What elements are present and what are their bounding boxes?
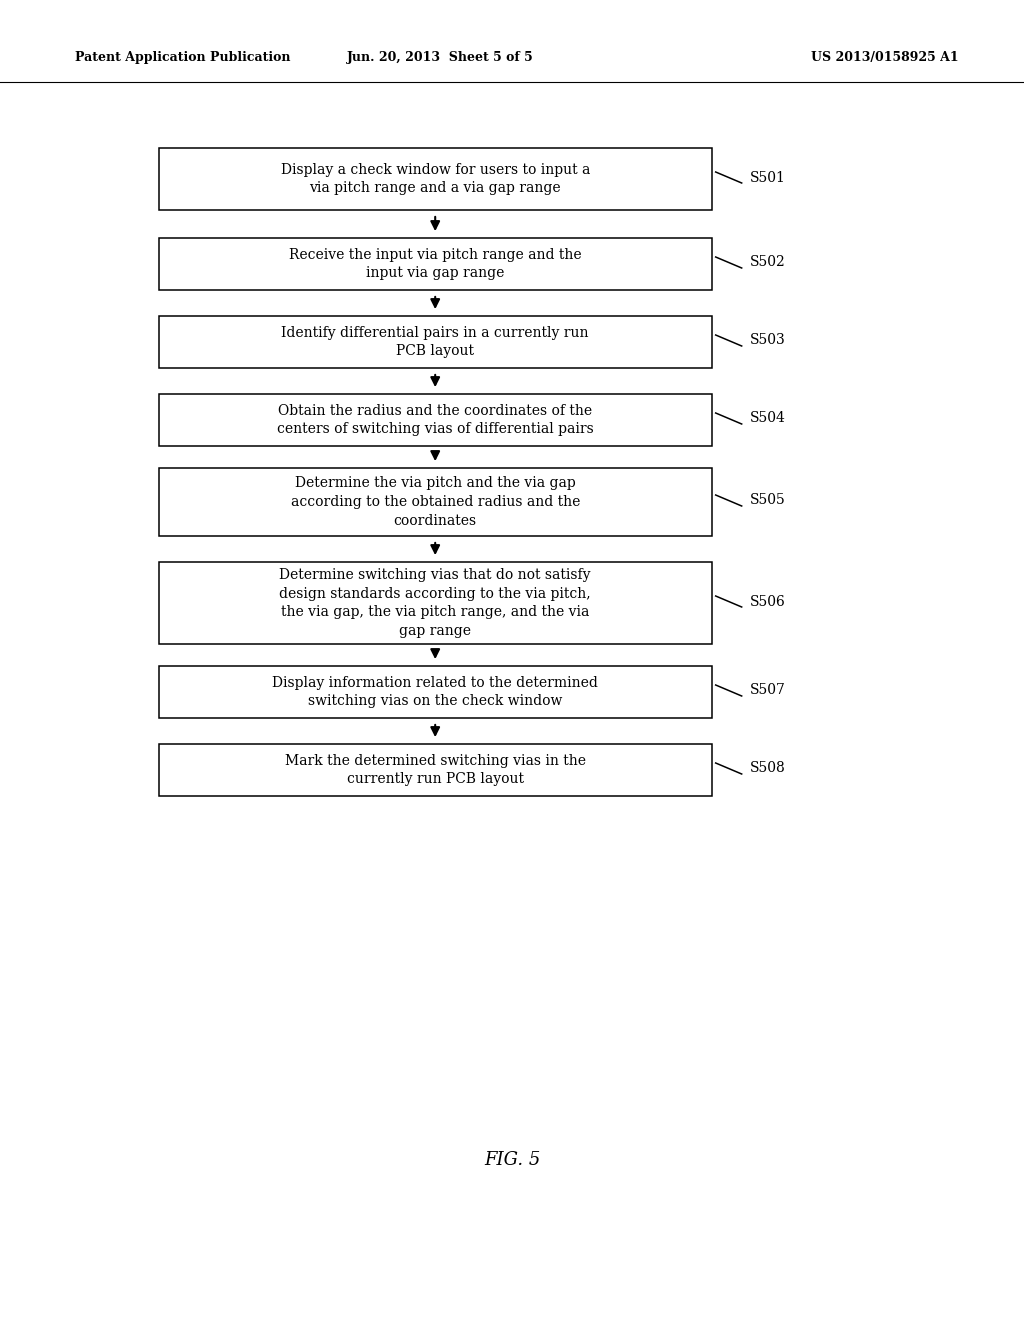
Text: Mark the determined switching vias in the
currently run PCB layout: Mark the determined switching vias in th… <box>285 754 586 787</box>
Text: S503: S503 <box>750 334 785 347</box>
Text: Receive the input via pitch range and the
input via gap range: Receive the input via pitch range and th… <box>289 248 582 280</box>
FancyBboxPatch shape <box>159 562 712 644</box>
Text: FIG. 5: FIG. 5 <box>483 1151 541 1170</box>
Text: US 2013/0158925 A1: US 2013/0158925 A1 <box>811 51 959 65</box>
FancyBboxPatch shape <box>159 148 712 210</box>
FancyBboxPatch shape <box>159 667 712 718</box>
Text: Jun. 20, 2013  Sheet 5 of 5: Jun. 20, 2013 Sheet 5 of 5 <box>347 51 534 65</box>
Text: Patent Application Publication: Patent Application Publication <box>75 51 291 65</box>
Text: S506: S506 <box>750 594 785 609</box>
Text: S505: S505 <box>750 494 785 507</box>
FancyBboxPatch shape <box>159 393 712 446</box>
Text: S502: S502 <box>750 256 785 269</box>
Text: Obtain the radius and the coordinates of the
centers of switching vias of differ: Obtain the radius and the coordinates of… <box>276 404 594 437</box>
Text: Determine the via pitch and the via gap
according to the obtained radius and the: Determine the via pitch and the via gap … <box>291 477 580 528</box>
Text: S507: S507 <box>750 684 785 697</box>
Text: Determine switching vias that do not satisfy
design standards according to the v: Determine switching vias that do not sat… <box>280 568 591 639</box>
FancyBboxPatch shape <box>159 469 712 536</box>
Text: S501: S501 <box>750 170 785 185</box>
FancyBboxPatch shape <box>159 238 712 290</box>
FancyBboxPatch shape <box>159 315 712 368</box>
Text: S508: S508 <box>750 762 785 776</box>
FancyBboxPatch shape <box>159 744 712 796</box>
Text: Identify differential pairs in a currently run
PCB layout: Identify differential pairs in a current… <box>282 326 589 359</box>
Text: Display a check window for users to input a
via pitch range and a via gap range: Display a check window for users to inpu… <box>281 162 590 195</box>
Text: S504: S504 <box>750 412 785 425</box>
Text: Display information related to the determined
switching vias on the check window: Display information related to the deter… <box>272 676 598 709</box>
